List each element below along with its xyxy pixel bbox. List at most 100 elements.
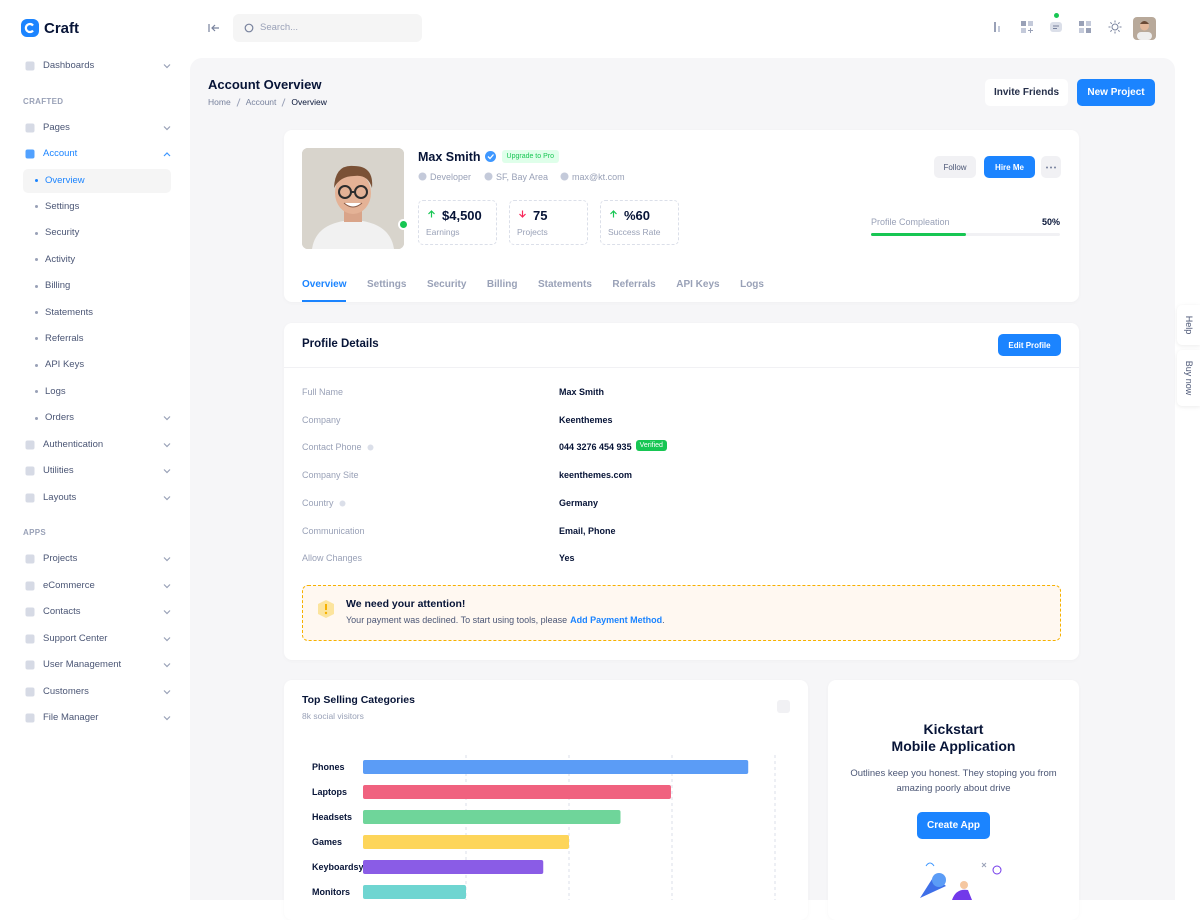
menu-item[interactable]: Layouts	[43, 491, 77, 503]
submenu-item[interactable]: API Keys	[45, 359, 85, 371]
submenu-item[interactable]: Referrals	[45, 332, 84, 344]
profile-tab[interactable]: Settings	[366, 279, 407, 290]
menu-icon	[25, 149, 35, 159]
profile-tab[interactable]: Referrals	[612, 279, 656, 290]
info-icon	[339, 500, 346, 507]
user-avatar	[1133, 17, 1156, 40]
menu-icon	[25, 660, 35, 670]
breadcrumb[interactable]: Account	[245, 97, 277, 107]
detail-label: Contact Phone	[302, 442, 362, 453]
search-box[interactable]	[233, 14, 422, 42]
create-app-button[interactable]: Create App	[917, 812, 990, 839]
bar	[363, 810, 621, 824]
breadcrumb-separator	[281, 98, 286, 107]
detail-label: Communication	[302, 525, 365, 536]
menu-item[interactable]: Dashboards	[43, 60, 95, 71]
menu-item[interactable]: Projects	[43, 553, 78, 564]
menu-bullet	[35, 231, 38, 235]
menu-item[interactable]: User Management	[43, 659, 122, 670]
submenu-item[interactable]: Statements	[45, 306, 94, 318]
profile-tab[interactable]: Statements	[537, 279, 592, 290]
completion-label: Profile Compleation	[871, 217, 950, 227]
promo-title: Mobile Application	[891, 738, 1016, 754]
submenu-item[interactable]: Activity	[45, 253, 76, 265]
menu-bullet	[35, 258, 38, 262]
side-tab-label[interactable]: Help	[1183, 315, 1194, 335]
notice-link[interactable]: Add Payment Method	[570, 615, 663, 625]
sidebar-heading: CRAFTED	[23, 96, 64, 106]
menu-bullet	[35, 390, 38, 394]
invite-button[interactable]: Invite Friends	[985, 79, 1068, 106]
notification-dot	[1054, 13, 1059, 18]
menu-item[interactable]: eCommerce	[43, 579, 95, 591]
notice-line: Your payment was declined. To start usin…	[346, 615, 665, 625]
chart-menu[interactable]	[777, 700, 790, 713]
stat-trend-icon	[610, 210, 617, 218]
promo-title: Kickstart	[923, 721, 984, 737]
profile-tab[interactable]: Logs	[740, 279, 764, 290]
profile-tab[interactable]: Security	[426, 279, 467, 290]
breadcrumb[interactable]: Home	[208, 97, 231, 107]
category-label: Games	[312, 837, 342, 847]
completion-value: 50%	[1041, 217, 1060, 227]
new-project-button[interactable]: New Project	[1077, 79, 1155, 106]
detail-value: 044 3276 454 935	[559, 442, 632, 453]
detail-label: Full Name	[302, 387, 344, 397]
menu-item[interactable]: Support Center	[43, 632, 108, 644]
menu-item[interactable]: Pages	[43, 121, 70, 133]
stat-box	[509, 200, 588, 245]
stat-box	[418, 200, 497, 245]
category-label: Headsets	[312, 812, 352, 822]
detail-value: Germany	[559, 497, 599, 508]
side-tab[interactable]	[1177, 305, 1200, 345]
category-label: Phones	[312, 762, 345, 772]
menu-item[interactable]: Utilities	[43, 465, 74, 476]
submenu-item[interactable]: Orders	[45, 412, 75, 424]
brand-name: Craft	[44, 20, 80, 37]
menu-bullet	[35, 311, 38, 314]
side-tab[interactable]	[1177, 350, 1200, 406]
menu-item[interactable]: Authentication	[43, 438, 104, 450]
detail-label: Company	[302, 414, 341, 425]
menu-item[interactable]: Customers	[43, 685, 89, 697]
chevron	[163, 416, 171, 421]
follow-button[interactable]: Follow	[934, 156, 976, 178]
submenu-item[interactable]: Logs	[45, 385, 66, 397]
chart-subtitle: 8k social visitors	[302, 711, 364, 721]
edit-profile-button[interactable]: Edit Profile	[998, 334, 1061, 356]
warning-icon	[318, 600, 334, 618]
menu-icon	[25, 466, 35, 476]
profile-meta: SF, Bay Area	[496, 172, 549, 182]
submenu-item[interactable]: Security	[45, 227, 80, 239]
menu-item[interactable]: Account	[43, 148, 78, 159]
side-tab-label[interactable]: Buy now	[1183, 360, 1194, 396]
profile-tab[interactable]: Billing	[486, 279, 518, 290]
chevron	[163, 636, 171, 641]
submenu-item[interactable]: Overview	[45, 174, 85, 186]
chevron	[163, 495, 171, 500]
category-label: Keyboardsy	[312, 862, 364, 872]
more-dots	[1046, 166, 1056, 169]
breadcrumb: Overview	[291, 97, 327, 107]
menu-item[interactable]: Contacts	[43, 606, 81, 617]
submenu-item[interactable]: Billing	[45, 280, 71, 292]
toolbar-icon	[1050, 22, 1062, 32]
chevron	[163, 152, 171, 157]
upgrade-badge[interactable]: Upgrade to Pro	[501, 150, 559, 163]
menu-bullet	[35, 205, 38, 209]
menu-item[interactable]: File Manager	[43, 712, 99, 723]
stat-value: $4,500	[442, 208, 482, 223]
menu-icon	[25, 123, 35, 132]
notice-title: We need your attention!	[346, 598, 466, 610]
submenu-item[interactable]: Settings	[45, 200, 80, 212]
chevron	[163, 64, 171, 69]
menu-bullet	[35, 179, 38, 182]
menu-icon	[25, 713, 35, 723]
notice-box	[302, 585, 1061, 641]
profile-tab[interactable]: API Keys	[676, 279, 720, 290]
category-label: Monitors	[312, 887, 350, 897]
profile-tab[interactable]: Overview	[302, 279, 347, 290]
menu-icon	[25, 607, 35, 617]
hire-button[interactable]: Hire Me	[984, 156, 1035, 178]
breadcrumb-separator	[236, 98, 241, 107]
